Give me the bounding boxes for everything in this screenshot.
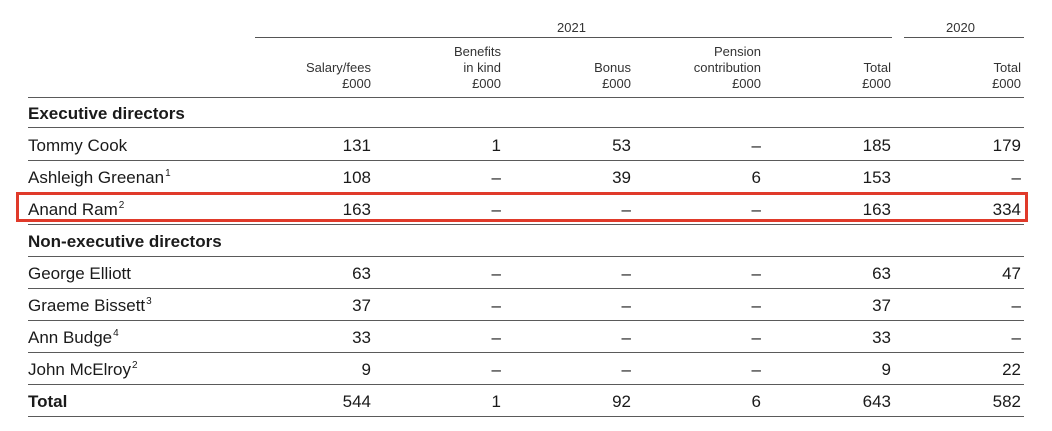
total-2021-cell: 163 [862,200,891,219]
salary-cell: 37 [352,296,371,315]
benefits-cell: – [491,200,501,219]
bonus-cell: – [621,328,631,347]
pension-cell: 6 [751,168,761,187]
benefits-cell: – [491,328,501,347]
total-2020-cell: – [1011,296,1021,315]
bonus-cell: 53 [612,136,631,155]
total-2021-cell: 153 [862,168,891,187]
row-rule [28,224,1024,225]
row-rule [28,352,1024,353]
total-2020-cell: – [1011,168,1021,187]
col-total-2021-header: Total £000 [862,60,891,91]
benefits-cell: – [491,168,501,187]
total-2021-cell: 37 [872,296,891,315]
total-2020-total: 582 [992,392,1021,411]
bonus-total: 92 [612,392,631,411]
row-highlight-box [16,192,1028,222]
salary-cell: 9 [361,360,371,379]
pension-cell: – [751,200,761,219]
bonus-cell: – [621,360,631,379]
row-rule [28,160,1024,161]
col-total-2020-header: Total £000 [992,60,1021,91]
row-rule [28,320,1024,321]
pension-cell: – [751,296,761,315]
row-rule [28,288,1024,289]
pension-cell: – [751,136,761,155]
total-2021-cell: 9 [881,360,891,379]
total-2021-cell: 63 [872,264,891,283]
col-bonus-header: Bonus £000 [594,60,631,91]
total-2020-cell: 22 [1002,360,1021,379]
total-2021-cell: 33 [872,328,891,347]
row-rule [28,384,1024,385]
col-benefits-header: Benefits in kind £000 [454,44,501,91]
total-2020-cell: 47 [1002,264,1021,283]
year-2021-rule [255,37,892,38]
year-2021-header: 2021 [557,20,586,35]
bonus-cell: 39 [612,168,631,187]
director-name: George Elliott [28,264,131,283]
total-label: Total [28,392,68,411]
section-non-executive-label: Non-executive directors [28,232,222,251]
section-non-executive-rule [28,256,1024,257]
director-name: Graeme Bissett3 [28,296,152,315]
director-name: Ann Budge4 [28,328,119,347]
header-rule [28,97,1024,98]
bonus-cell: – [621,200,631,219]
total-2020-cell: 334 [992,200,1021,219]
total-2020-cell: – [1011,328,1021,347]
total-2021-cell: 185 [862,136,891,155]
section-executive-label: Executive directors [28,104,185,123]
col-salary-header: Salary/fees £000 [305,60,371,91]
pension-cell: – [751,328,761,347]
salary-cell: 33 [352,328,371,347]
benefits-cell: 1 [491,136,501,155]
director-name: Ashleigh Greenan1 [28,168,171,187]
salary-cell: 108 [342,168,371,187]
year-2020-rule [904,37,1024,38]
pension-cell: – [751,264,761,283]
bonus-cell: – [621,264,631,283]
benefits-total: 1 [491,392,501,411]
salary-cell: 131 [342,136,371,155]
total-2021-total: 643 [862,392,891,411]
bonus-cell: – [621,296,631,315]
salary-cell: 63 [352,264,371,283]
benefits-cell: – [491,296,501,315]
year-2020-header: 2020 [946,20,975,35]
pension-cell: – [751,360,761,379]
bottom-rule [28,416,1024,417]
total-2020-cell: 179 [992,136,1021,155]
col-pension-header: Pension contribution £000 [693,44,761,91]
benefits-cell: – [491,360,501,379]
pension-total: 6 [751,392,761,411]
salary-total: 544 [342,392,371,411]
director-name: Anand Ram2 [28,200,125,219]
director-name: Tommy Cook [28,136,128,155]
benefits-cell: – [491,264,501,283]
section-executive-rule [28,127,1024,128]
director-name: John McElroy2 [28,360,138,379]
salary-cell: 163 [342,200,371,219]
